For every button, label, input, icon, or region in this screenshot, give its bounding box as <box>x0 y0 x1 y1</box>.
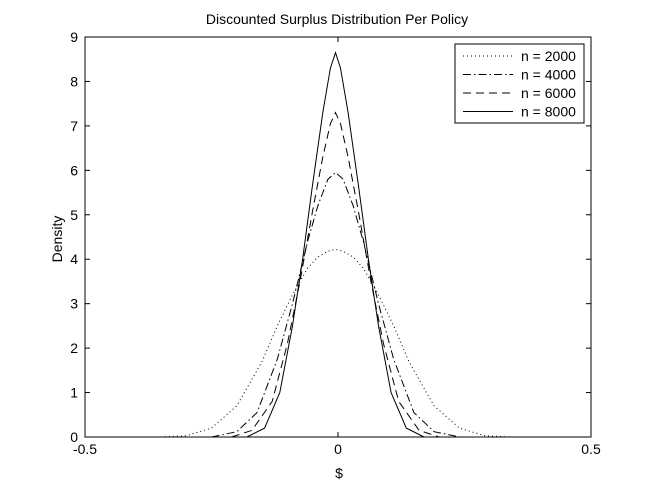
series-line-3 <box>231 111 440 438</box>
y-tick-label: 0 <box>70 429 78 445</box>
series-layer <box>160 50 511 438</box>
x-tick-label: 0.5 <box>581 441 601 457</box>
legend: n = 2000 n = 4000 n = 6000 n = 8000 <box>454 43 585 124</box>
series-line-4 <box>246 50 425 438</box>
y-tick-label: 7 <box>70 118 78 134</box>
x-axis-label: $ <box>335 465 343 481</box>
legend-label-1: n = 2000 <box>521 48 576 64</box>
series-line-2 <box>211 171 460 438</box>
y-axis-label: Density <box>49 216 65 263</box>
legend-label-4: n = 8000 <box>521 104 576 120</box>
y-tick-label: 8 <box>70 73 78 89</box>
series-line-1 <box>160 248 511 438</box>
y-tick-label: 4 <box>70 251 78 267</box>
y-tick-label: 2 <box>70 340 78 356</box>
y-tick-label: 3 <box>70 296 78 312</box>
x-tick-label: 0 <box>334 441 342 457</box>
y-tick-label: 1 <box>70 385 78 401</box>
legend-label-3: n = 6000 <box>521 85 576 101</box>
y-tick-label: 9 <box>70 29 78 45</box>
chart-title: Discounted Surplus Distribution Per Poli… <box>206 11 468 27</box>
y-tick-label: 6 <box>70 162 78 178</box>
legend-label-2: n = 4000 <box>521 67 576 83</box>
y-tick-label: 5 <box>70 207 78 223</box>
x-tick-label: -0.5 <box>73 441 97 457</box>
legend-box <box>454 43 585 124</box>
